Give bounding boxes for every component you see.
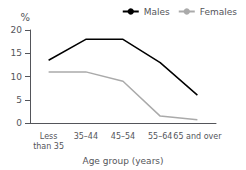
svg-text:Males: Males [144,7,170,17]
svg-text:%: % [20,12,30,23]
svg-text:55–64: 55–64 [148,132,172,141]
svg-text:15: 15 [11,48,22,58]
svg-text:5: 5 [16,95,22,105]
svg-text:0: 0 [16,118,22,128]
svg-text:Females: Females [200,7,238,17]
svg-text:Less: Less [40,132,58,141]
svg-text:35–44: 35–44 [74,132,98,141]
svg-text:10: 10 [11,72,23,82]
svg-text:than 35: than 35 [33,142,64,151]
svg-text:20: 20 [11,25,23,35]
svg-text:45–54: 45–54 [111,132,135,141]
svg-text:Age group (years): Age group (years) [82,156,163,166]
svg-text:65 and over: 65 and over [173,132,222,141]
